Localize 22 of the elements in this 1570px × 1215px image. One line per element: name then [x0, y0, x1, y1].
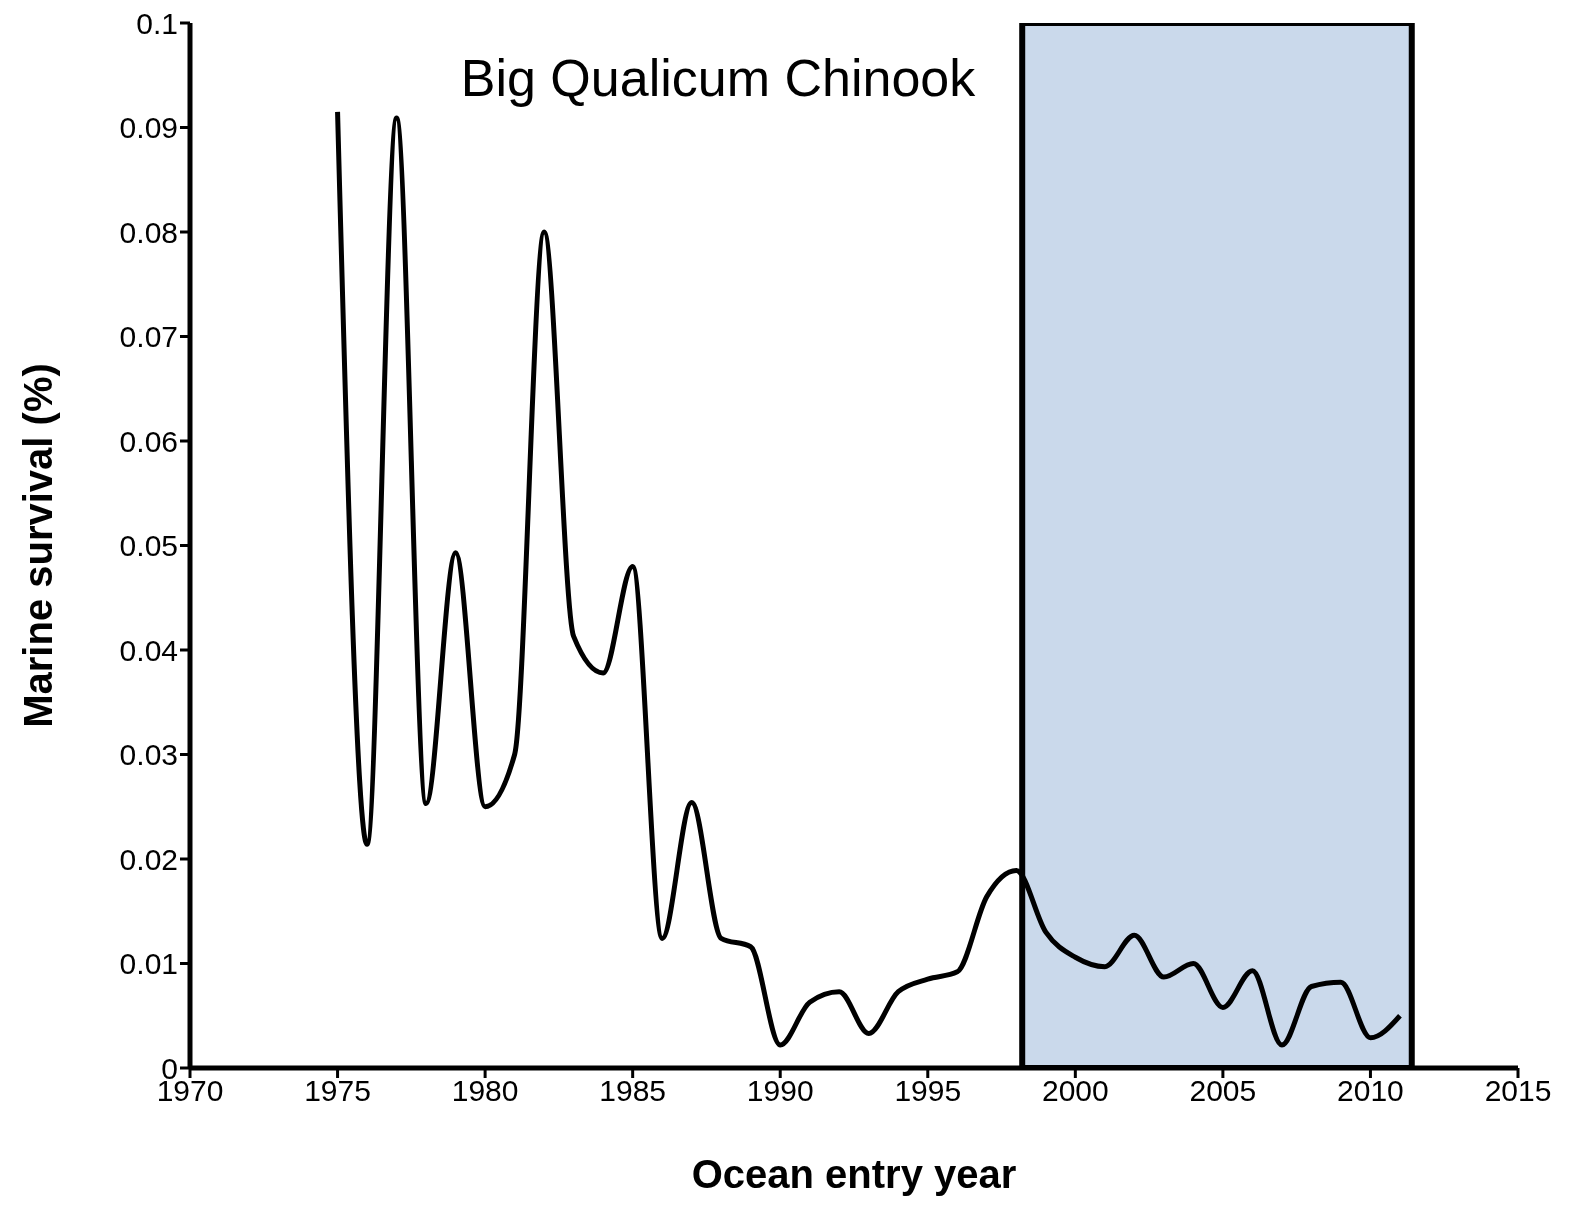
- x-tick-label: 2015: [1484, 1074, 1552, 1108]
- y-tick-label: 0.1: [136, 6, 178, 40]
- y-tick-label: 0.08: [119, 215, 178, 249]
- y-tick-label: 0.06: [119, 424, 178, 458]
- x-tick-label: 2010: [1337, 1074, 1404, 1108]
- x-tick-label: 1995: [894, 1074, 962, 1108]
- y-axis-title: Marine survival (%): [16, 363, 61, 728]
- y-tick-label: 0.04: [119, 633, 178, 667]
- x-tick-label: 1985: [599, 1074, 667, 1108]
- y-tick-label: 0.01: [119, 947, 178, 981]
- y-tick-label: 0.05: [119, 529, 178, 563]
- x-axis-title: Ocean entry year: [691, 1152, 1017, 1196]
- x-tick-label: 2000: [1041, 1074, 1109, 1108]
- text: Big Qualicum Chinook: [459, 48, 977, 108]
- y-tick-label: 0.03: [119, 738, 178, 772]
- x-tick-label: 1990: [746, 1074, 814, 1108]
- x-tick-label: 1980: [451, 1074, 519, 1108]
- y-tick-label: 0.07: [119, 320, 178, 354]
- x-tick-label: 1975: [304, 1074, 371, 1108]
- x-tick-label: 2005: [1189, 1074, 1257, 1108]
- y-tick-label: 0.09: [119, 111, 178, 145]
- y-tick-label: 0.02: [119, 842, 178, 876]
